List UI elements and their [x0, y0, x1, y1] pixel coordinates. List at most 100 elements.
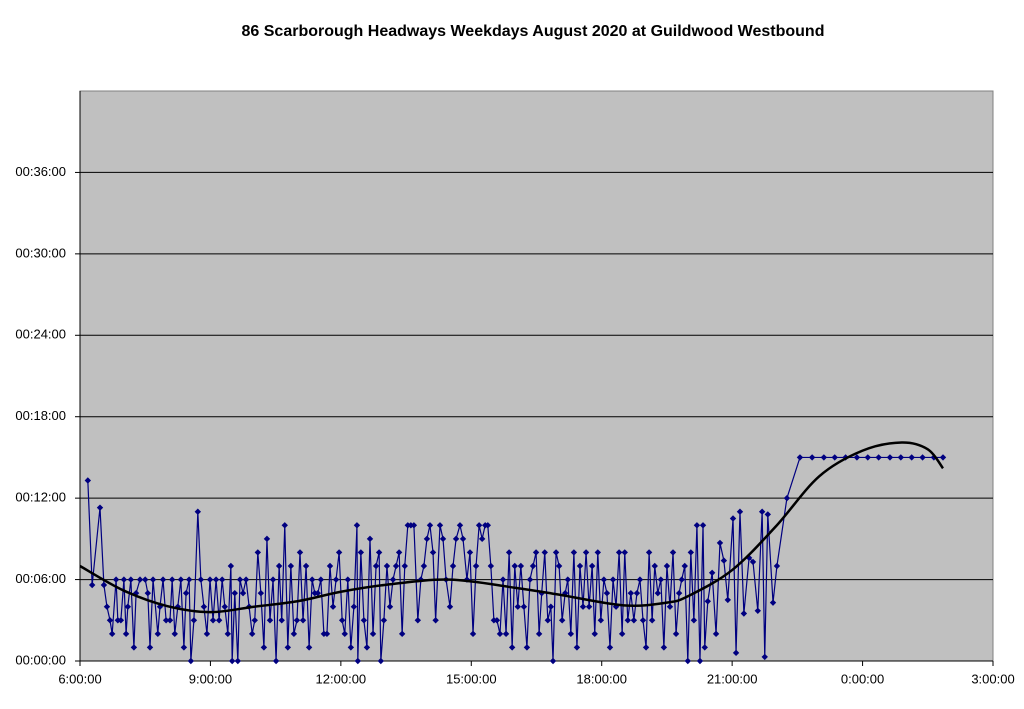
data-point	[678, 576, 685, 583]
data-point	[124, 603, 132, 610]
data-point	[456, 522, 464, 529]
data-point	[630, 617, 638, 624]
data-point	[908, 454, 915, 461]
data-point	[459, 535, 467, 543]
data-point	[693, 522, 701, 529]
data-point	[350, 603, 358, 610]
data-point	[185, 576, 193, 583]
data-point	[182, 589, 190, 597]
data-point	[761, 653, 768, 661]
data-point	[338, 617, 346, 624]
data-point	[363, 644, 371, 651]
data-point	[642, 644, 650, 651]
data-point	[308, 576, 316, 583]
data-point	[302, 562, 310, 570]
data-point	[701, 644, 708, 651]
data-point	[278, 617, 285, 624]
data-point	[740, 610, 748, 617]
y-tick-label: 00:00:00	[15, 652, 66, 667]
data-point	[209, 617, 217, 624]
data-point	[429, 549, 437, 556]
data-point	[651, 562, 658, 570]
data-point	[712, 630, 720, 638]
data-point	[875, 454, 882, 461]
data-point	[639, 617, 647, 624]
data-point	[585, 603, 593, 610]
y-tick-label: 00:30:00	[15, 245, 66, 260]
data-point	[180, 644, 188, 651]
data-point	[621, 549, 628, 556]
data-point	[555, 562, 563, 570]
data-point	[144, 589, 152, 597]
data-point	[234, 657, 242, 665]
x-tick-label: 15:00:00	[446, 671, 497, 686]
data-point	[162, 617, 170, 624]
data-point	[251, 617, 258, 624]
data-point	[117, 617, 125, 624]
data-point	[112, 576, 120, 583]
data-point	[287, 562, 295, 570]
data-point	[335, 549, 343, 556]
data-point	[269, 576, 277, 583]
data-point	[579, 603, 587, 610]
data-point	[853, 454, 861, 461]
data-point	[122, 630, 130, 638]
data-point	[452, 535, 460, 543]
data-point	[187, 657, 195, 665]
data-point	[684, 657, 691, 665]
data-point	[389, 576, 397, 583]
data-point	[930, 454, 938, 461]
data-point	[242, 576, 250, 583]
data-point	[299, 617, 307, 624]
data-point	[254, 549, 262, 556]
data-point	[783, 494, 791, 502]
data-point	[675, 589, 683, 597]
data-point	[414, 617, 422, 624]
data-point	[645, 549, 653, 556]
data-point	[446, 603, 454, 610]
data-point	[392, 562, 400, 570]
data-point	[732, 649, 740, 657]
data-point	[708, 569, 716, 576]
data-point	[366, 535, 374, 543]
data-point	[426, 522, 434, 529]
data-point	[514, 603, 522, 610]
data-point	[132, 589, 140, 597]
data-point	[206, 576, 214, 583]
data-point	[636, 576, 644, 583]
data-point	[212, 576, 220, 583]
data-point	[260, 644, 268, 651]
data-point	[606, 644, 614, 651]
data-point	[326, 562, 334, 570]
data-point	[194, 508, 202, 515]
data-point	[939, 454, 947, 461]
data-point	[200, 603, 208, 610]
data-point	[654, 589, 661, 597]
data-point	[764, 511, 771, 518]
data-point	[266, 617, 274, 624]
data-point	[436, 522, 444, 529]
data-point	[290, 630, 298, 638]
data-point	[699, 522, 707, 529]
data-point	[332, 576, 340, 583]
x-tick-label: 18:00:00	[576, 671, 627, 686]
data-point	[538, 589, 545, 597]
data-point	[594, 549, 602, 556]
data-point	[484, 522, 492, 529]
data-point	[609, 576, 617, 583]
data-point	[166, 617, 174, 624]
data-point	[120, 576, 128, 583]
data-point	[758, 508, 766, 515]
data-point	[221, 603, 228, 610]
data-point	[159, 576, 167, 583]
data-point	[401, 562, 408, 570]
x-tick-label: 0:00:00	[841, 671, 884, 686]
data-point	[864, 454, 871, 461]
data-point	[317, 576, 325, 583]
data-point	[529, 562, 537, 570]
data-point	[552, 549, 560, 556]
data-point	[472, 562, 480, 570]
data-point	[156, 603, 164, 610]
data-point	[624, 617, 631, 624]
